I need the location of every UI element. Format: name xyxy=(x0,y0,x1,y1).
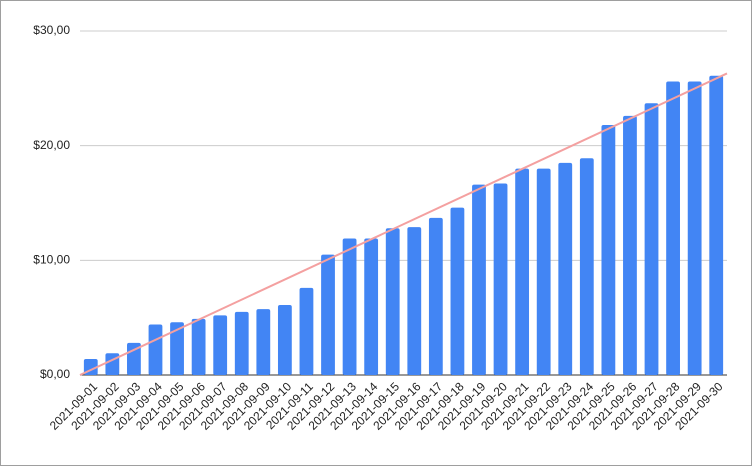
bar xyxy=(450,207,465,375)
bar xyxy=(601,125,616,375)
bar xyxy=(256,309,271,375)
bar xyxy=(277,305,292,375)
bar xyxy=(472,184,486,375)
bar xyxy=(407,227,422,375)
bar xyxy=(191,318,206,375)
bar xyxy=(234,311,249,375)
bar xyxy=(644,103,659,376)
bar xyxy=(536,168,551,375)
bar xyxy=(493,183,508,375)
bar xyxy=(299,287,314,375)
bar xyxy=(558,162,573,375)
bar xyxy=(364,238,379,375)
bar xyxy=(385,228,400,375)
bar xyxy=(213,315,228,375)
bar xyxy=(428,217,443,375)
bar xyxy=(342,238,357,375)
bar xyxy=(515,168,530,375)
bar xyxy=(105,353,120,375)
bar xyxy=(321,254,335,375)
y-tick-label: $20,00 xyxy=(33,138,70,152)
bar xyxy=(579,158,594,375)
trendline xyxy=(79,72,728,376)
bar xyxy=(687,81,702,375)
bar xyxy=(709,75,724,375)
y-tick-label: $0,00 xyxy=(40,367,70,381)
y-tick-label: $10,00 xyxy=(33,253,70,267)
bar xyxy=(148,324,163,375)
y-tick-label: $30,00 xyxy=(33,23,70,37)
bar xyxy=(170,322,184,375)
bar xyxy=(623,115,637,375)
bar xyxy=(666,81,680,375)
